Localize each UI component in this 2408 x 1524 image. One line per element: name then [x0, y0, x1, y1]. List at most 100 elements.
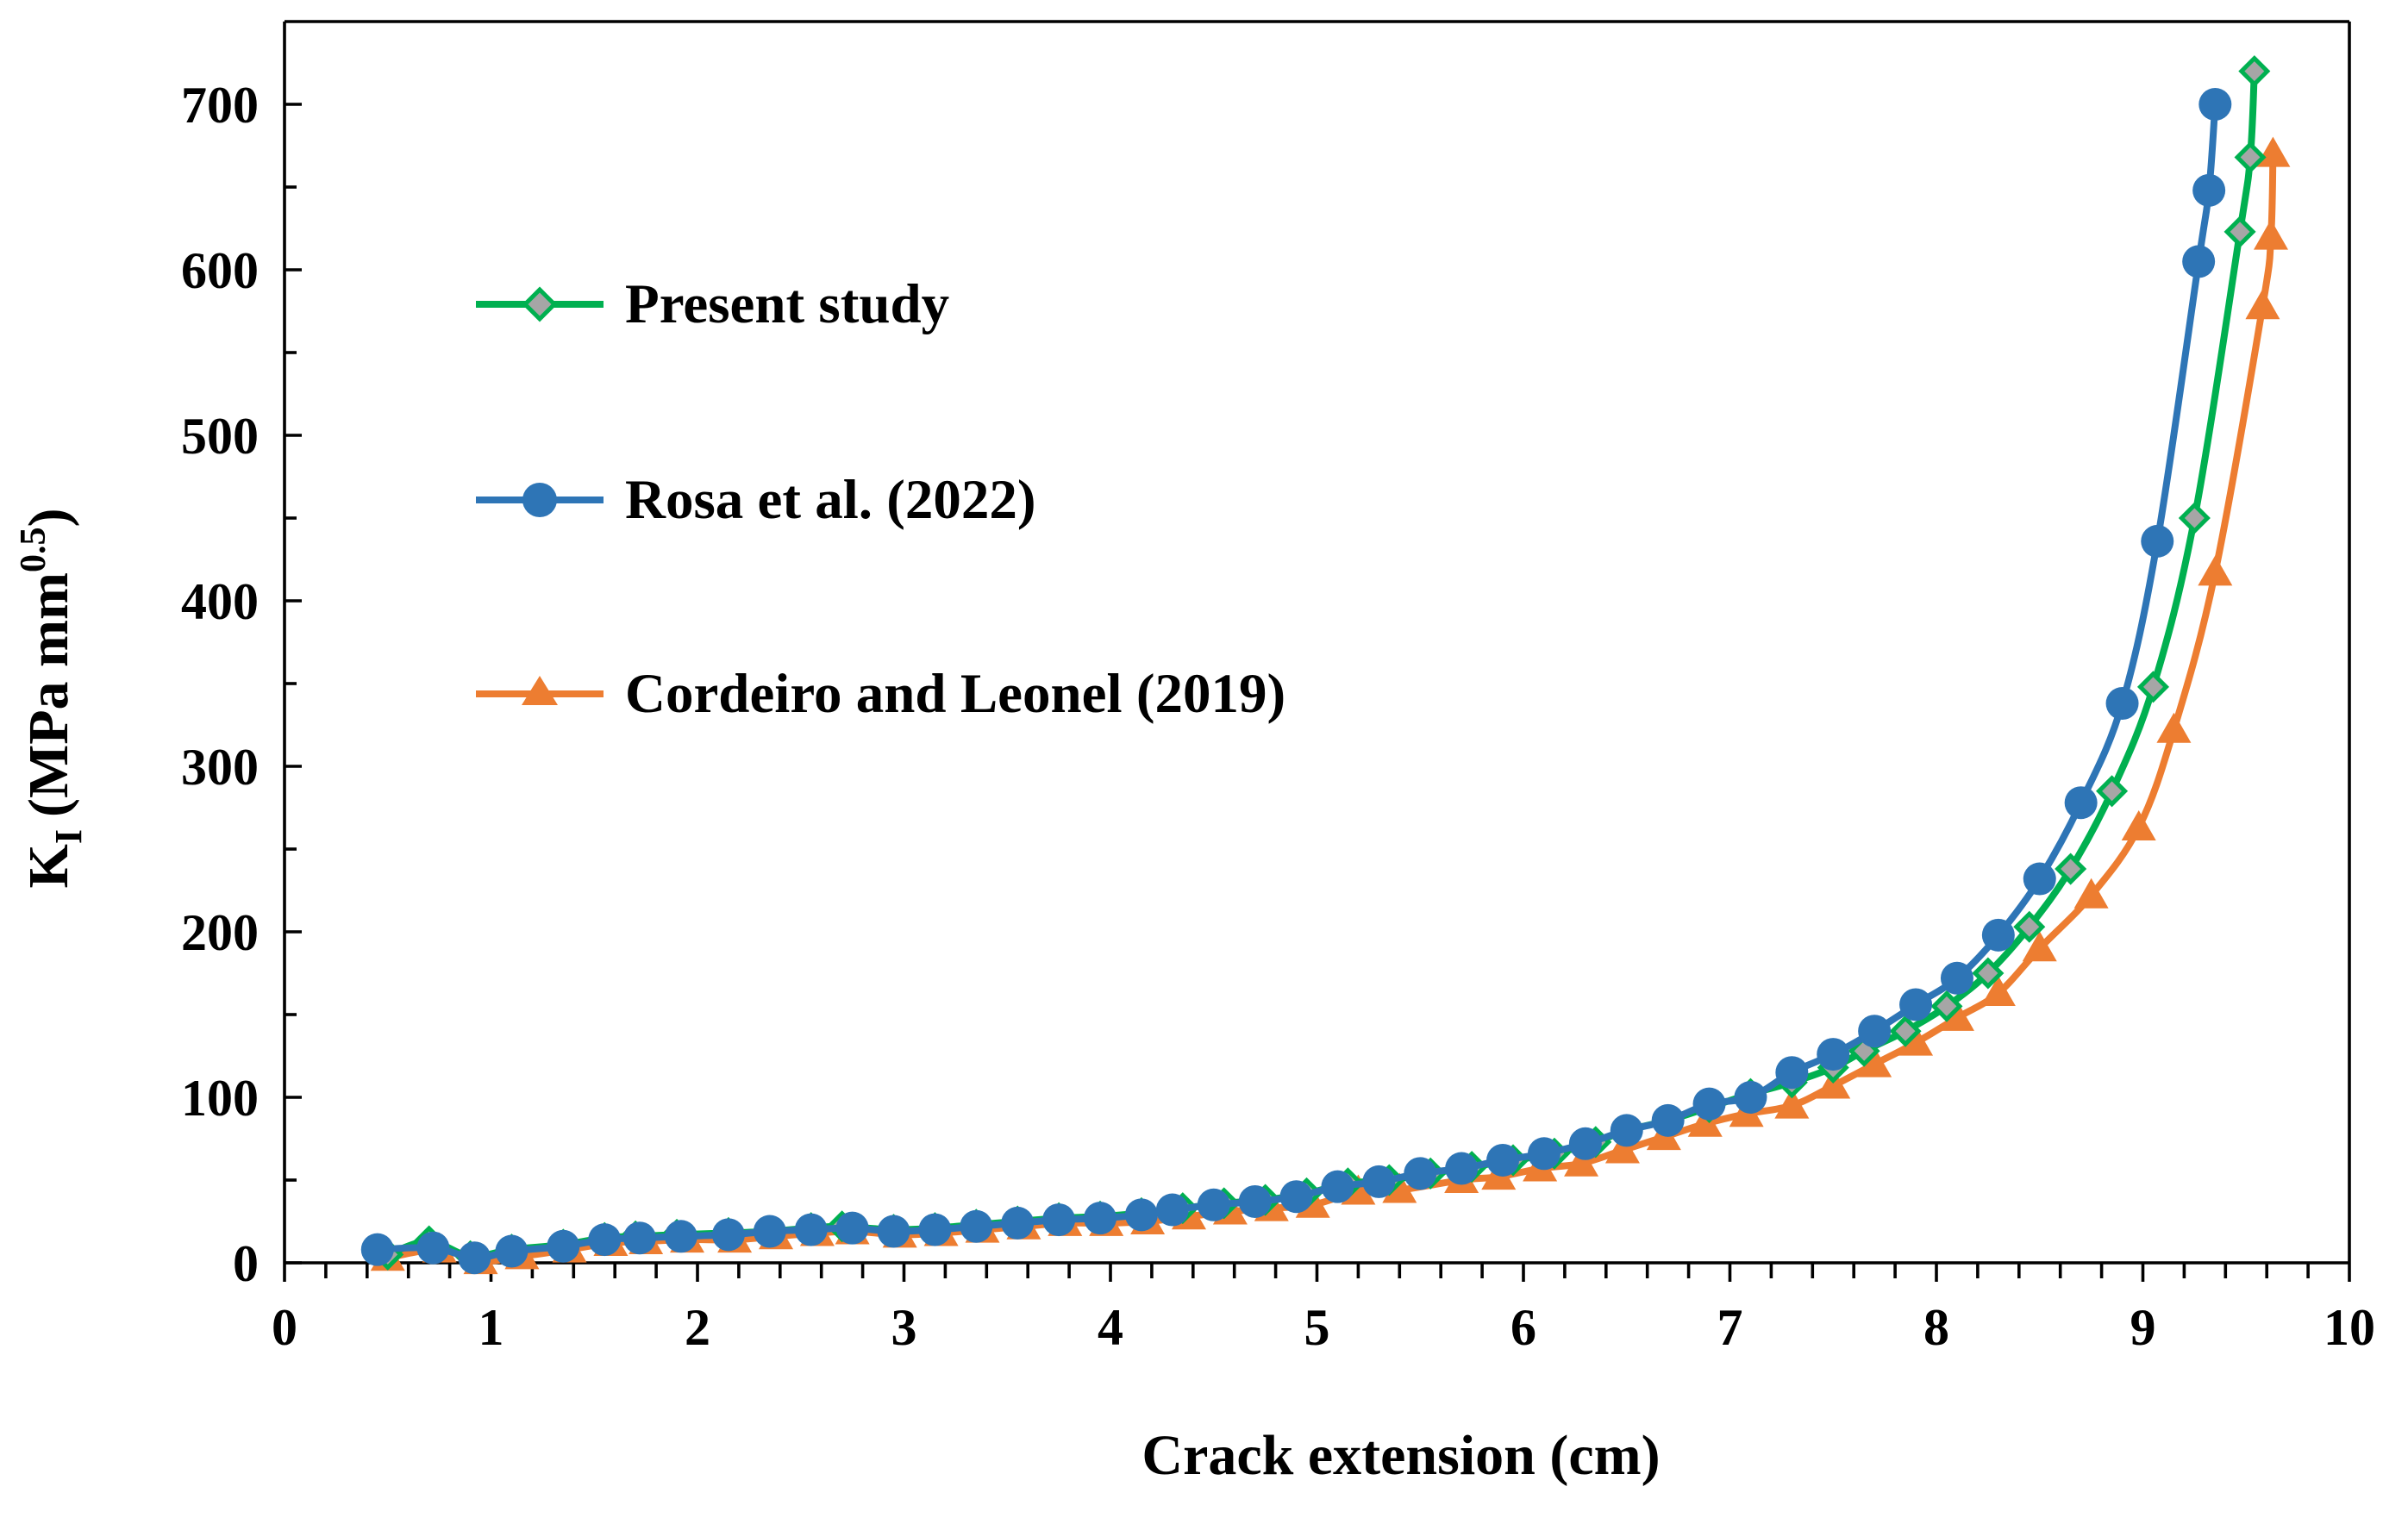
data-point-rosa-et-al-2022	[1362, 1165, 1396, 1198]
x-tick-label: 4	[1098, 1299, 1123, 1356]
data-point-cordeiro-and-leonel-2019	[1816, 1068, 1851, 1099]
y-axis-title-k-sub: I	[47, 829, 90, 844]
y-axis-title-exp: 0.5	[14, 527, 53, 572]
data-point-rosa-et-al-2022	[458, 1241, 491, 1275]
data-point-rosa-et-al-2022	[1084, 1202, 1117, 1235]
y-axis-title-units: (MPa mm	[17, 572, 80, 817]
y-tick-label: 200	[181, 904, 259, 961]
data-point-cordeiro-and-leonel-2019	[2022, 931, 2057, 962]
data-point-cordeiro-and-leonel-2019	[1980, 976, 2016, 1007]
legend-item-cordeiro: Cordeiro and Leonel (2019)	[476, 663, 1285, 725]
data-point-rosa-et-al-2022	[1197, 1188, 1230, 1221]
series-layer	[360, 55, 2291, 1275]
y-axis-title: KI (MPa mm0.5)	[14, 509, 90, 889]
data-point-rosa-et-al-2022	[1155, 1193, 1189, 1227]
data-point-rosa-et-al-2022	[1404, 1157, 1437, 1190]
legend-marker-rosa	[522, 483, 557, 517]
data-point-cordeiro-and-leonel-2019	[1382, 1172, 1417, 1203]
y-tick-label: 100	[181, 1070, 259, 1127]
data-point-present-study	[2096, 775, 2129, 808]
y-tick-label: 300	[181, 739, 259, 796]
data-point-cordeiro-and-leonel-2019	[1687, 1106, 1723, 1137]
data-point-cordeiro-and-leonel-2019	[1898, 1025, 1934, 1056]
legend-marker-cordeiro	[522, 676, 558, 705]
data-point-rosa-et-al-2022	[1124, 1198, 1158, 1232]
data-point-rosa-et-al-2022	[547, 1229, 580, 1263]
data-point-rosa-et-al-2022	[2023, 862, 2056, 896]
data-point-present-study	[2223, 215, 2256, 248]
x-axis-title: Crack extension (cm)	[1141, 1424, 1660, 1487]
data-point-rosa-et-al-2022	[1734, 1081, 1767, 1114]
data-point-cordeiro-and-leonel-2019	[1564, 1146, 1599, 1177]
data-point-present-study	[1889, 1015, 1922, 1047]
data-point-rosa-et-al-2022	[1692, 1087, 1726, 1121]
data-point-rosa-et-al-2022	[1817, 1038, 1850, 1071]
data-point-rosa-et-al-2022	[960, 1209, 993, 1243]
data-point-rosa-et-al-2022	[416, 1231, 450, 1265]
x-tick-label: 6	[1510, 1299, 1536, 1356]
y-tick-label: 400	[181, 573, 259, 630]
data-point-present-study	[1930, 990, 1963, 1022]
data-point-rosa-et-al-2022	[1981, 918, 2015, 952]
data-point-present-study	[1972, 957, 2005, 990]
data-point-rosa-et-al-2022	[1940, 961, 1973, 995]
series-rosa-et-al-2022	[360, 88, 2232, 1275]
data-point-rosa-et-al-2022	[1042, 1203, 1076, 1237]
data-point-rosa-et-al-2022	[1527, 1137, 1561, 1171]
data-point-rosa-et-al-2022	[1445, 1152, 1479, 1185]
data-point-cordeiro-and-leonel-2019	[2121, 810, 2156, 841]
data-point-rosa-et-al-2022	[1321, 1170, 1354, 1203]
data-point-present-study	[2013, 910, 2046, 943]
data-point-rosa-et-al-2022	[1858, 1015, 1892, 1048]
data-point-cordeiro-and-leonel-2019	[2156, 712, 2192, 743]
data-point-rosa-et-al-2022	[918, 1213, 952, 1246]
data-point-cordeiro-and-leonel-2019	[2198, 555, 2233, 586]
legend: Present study Rosa et al. (2022) Cordeir…	[476, 273, 1285, 725]
data-point-rosa-et-al-2022	[1775, 1056, 1809, 1090]
data-point-cordeiro-and-leonel-2019	[2255, 136, 2291, 167]
data-point-cordeiro-and-leonel-2019	[1774, 1088, 1810, 1119]
data-point-rosa-et-al-2022	[1486, 1143, 1520, 1177]
data-point-rosa-et-al-2022	[2105, 687, 2139, 721]
x-tick-label: 7	[1717, 1299, 1743, 1356]
y-axis-title-k: K	[17, 844, 80, 888]
y-tick-label: 600	[181, 242, 259, 299]
data-point-cordeiro-and-leonel-2019	[2245, 289, 2280, 320]
data-point-rosa-et-al-2022	[711, 1218, 745, 1252]
y-tick-label: 700	[181, 77, 259, 134]
data-point-rosa-et-al-2022	[1651, 1103, 1685, 1137]
data-point-rosa-et-al-2022	[1568, 1127, 1602, 1160]
data-point-rosa-et-al-2022	[2182, 245, 2216, 278]
data-point-rosa-et-al-2022	[794, 1213, 828, 1246]
data-point-rosa-et-al-2022	[2198, 88, 2232, 121]
legend-item-present-study: Present study	[476, 273, 949, 335]
legend-label-rosa: Rosa et al. (2022)	[625, 469, 1036, 531]
data-point-rosa-et-al-2022	[2141, 524, 2174, 558]
x-tick-label: 8	[1923, 1299, 1949, 1356]
data-point-rosa-et-al-2022	[588, 1223, 622, 1257]
data-point-rosa-et-al-2022	[664, 1220, 697, 1253]
data-point-rosa-et-al-2022	[2064, 786, 2098, 820]
x-tick-label: 0	[272, 1299, 297, 1356]
y-tick-label: 0	[233, 1235, 259, 1292]
data-point-cordeiro-and-leonel-2019	[2073, 878, 2109, 909]
data-point-present-study	[2178, 502, 2211, 534]
legend-label-present-study: Present study	[625, 273, 949, 335]
y-axis-title-close: )	[17, 509, 80, 528]
data-point-rosa-et-al-2022	[2192, 173, 2226, 207]
y-tick-label: 500	[181, 408, 259, 465]
x-tick-label: 2	[685, 1299, 710, 1356]
data-point-rosa-et-al-2022	[877, 1215, 910, 1248]
data-point-rosa-et-al-2022	[1279, 1180, 1313, 1214]
data-point-present-study	[2238, 55, 2271, 88]
data-point-rosa-et-al-2022	[495, 1234, 529, 1268]
legend-label-cordeiro: Cordeiro and Leonel (2019)	[625, 663, 1285, 725]
data-point-rosa-et-al-2022	[1001, 1206, 1035, 1240]
x-tick-label: 1	[478, 1299, 504, 1356]
x-tick-label: 9	[2130, 1299, 2156, 1356]
data-point-cordeiro-and-leonel-2019	[2253, 219, 2288, 250]
data-point-rosa-et-al-2022	[1899, 988, 1933, 1021]
x-tick-label: 3	[891, 1299, 917, 1356]
